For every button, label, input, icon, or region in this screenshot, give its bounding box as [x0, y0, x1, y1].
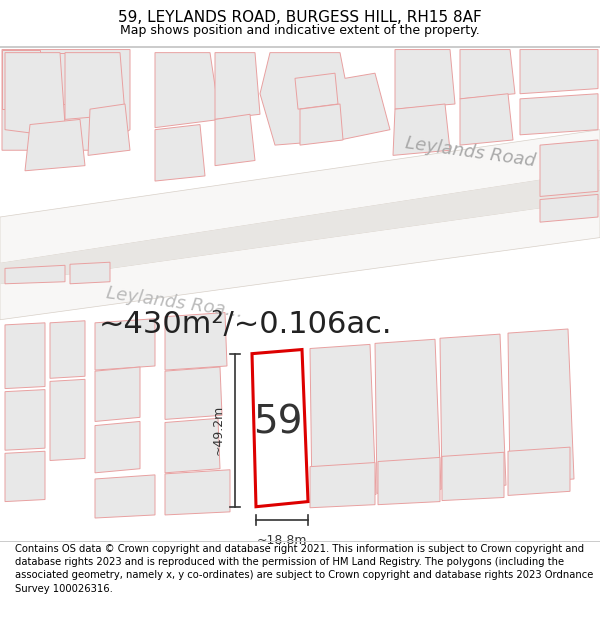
Polygon shape — [25, 119, 85, 171]
Polygon shape — [215, 114, 255, 166]
Polygon shape — [95, 367, 140, 421]
Polygon shape — [393, 104, 450, 156]
Polygon shape — [252, 349, 308, 507]
Polygon shape — [95, 475, 155, 518]
Polygon shape — [460, 49, 515, 99]
Polygon shape — [50, 379, 85, 461]
Polygon shape — [0, 171, 600, 284]
Text: Map shows position and indicative extent of the property.: Map shows position and indicative extent… — [120, 24, 480, 37]
Text: 59: 59 — [253, 404, 303, 441]
Polygon shape — [2, 49, 130, 150]
Text: ~430m²/~0.106ac.: ~430m²/~0.106ac. — [98, 311, 392, 339]
Polygon shape — [5, 52, 65, 135]
Text: ~18.8m: ~18.8m — [257, 534, 307, 548]
Polygon shape — [5, 389, 45, 450]
Polygon shape — [215, 52, 260, 119]
Polygon shape — [2, 49, 40, 109]
Polygon shape — [520, 94, 598, 135]
Polygon shape — [378, 458, 440, 504]
Polygon shape — [460, 94, 513, 145]
Polygon shape — [50, 321, 85, 378]
Text: Contains OS data © Crown copyright and database right 2021. This information is : Contains OS data © Crown copyright and d… — [15, 544, 593, 594]
Text: ~49.2m: ~49.2m — [212, 405, 225, 455]
Text: Leylands Roa…: Leylands Roa… — [106, 284, 245, 321]
Polygon shape — [65, 52, 125, 119]
Text: 59, LEYLANDS ROAD, BURGESS HILL, RH15 8AF: 59, LEYLANDS ROAD, BURGESS HILL, RH15 8A… — [118, 11, 482, 26]
Polygon shape — [442, 452, 504, 501]
Polygon shape — [440, 334, 506, 489]
Polygon shape — [5, 323, 45, 389]
Polygon shape — [310, 462, 375, 508]
Polygon shape — [260, 52, 390, 145]
Polygon shape — [165, 418, 220, 473]
Polygon shape — [165, 312, 227, 370]
Polygon shape — [508, 329, 574, 483]
Polygon shape — [295, 73, 338, 109]
Polygon shape — [300, 104, 343, 145]
Polygon shape — [165, 470, 230, 515]
Polygon shape — [155, 52, 220, 127]
Polygon shape — [165, 367, 222, 419]
Polygon shape — [540, 140, 598, 196]
Polygon shape — [508, 447, 570, 496]
Polygon shape — [375, 339, 441, 493]
Polygon shape — [70, 262, 110, 284]
Text: Leylands Road: Leylands Road — [404, 134, 536, 171]
Polygon shape — [0, 199, 600, 320]
Polygon shape — [5, 265, 65, 284]
Polygon shape — [95, 421, 140, 473]
Polygon shape — [95, 319, 155, 370]
Polygon shape — [45, 52, 90, 104]
Polygon shape — [520, 49, 598, 94]
Polygon shape — [5, 451, 45, 502]
Polygon shape — [155, 124, 205, 181]
Polygon shape — [310, 344, 376, 499]
Polygon shape — [395, 49, 455, 109]
Polygon shape — [88, 104, 130, 156]
Polygon shape — [0, 129, 600, 263]
Polygon shape — [540, 194, 598, 222]
